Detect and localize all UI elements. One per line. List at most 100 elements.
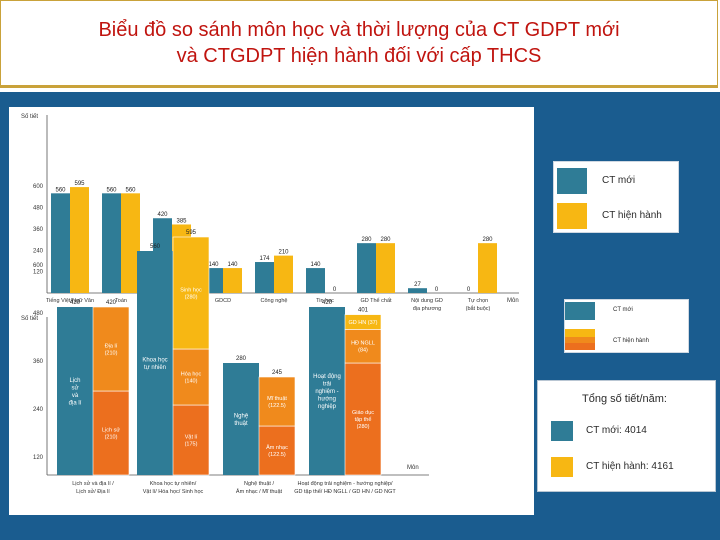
chart2-xlabel: Môn (407, 465, 419, 471)
chart2-segment-label: tập thể (355, 416, 372, 423)
chart2-total-label-hien-hanh: 420 (106, 300, 117, 306)
chart1-data-label: 280 (361, 237, 372, 243)
chart2-total-label-hien-hanh: 245 (272, 370, 283, 376)
slide-title-line1: Biểu đồ so sánh môn học và thời lượng củ… (98, 19, 620, 41)
chart2-bar-moi-label: địa lí (69, 400, 82, 406)
totals-moi: CT mới: 4014 (586, 425, 647, 436)
legend2-moi-label: CT mới (613, 307, 633, 313)
chart2-segment-label: (210) (105, 434, 118, 440)
chart2-bar-moi-label: Nghệ (234, 413, 249, 419)
chart1-data-label: 210 (278, 250, 289, 256)
chart2-bar-hien-hanh-segment (344, 362, 382, 476)
chart1-data-label: 27 (414, 282, 421, 288)
chart1-category-label: (bắt buộc) (466, 305, 491, 312)
chart2-bar-hien-hanh-segment (258, 376, 296, 427)
chart2-segment-label: Địa lí (105, 343, 118, 349)
legend-moi-swatch (557, 168, 587, 194)
chart2-total-label-hien-hanh: 595 (186, 230, 197, 236)
chart2-bar-moi-label: hướng (318, 397, 336, 403)
chart2-category-label: Lịch sử/ Địa lí (76, 488, 110, 495)
chart1-data-label: 280 (482, 237, 493, 243)
chart1-ytick: 240 (33, 248, 44, 254)
chart2-ytick: 120 (33, 455, 44, 461)
totals-box: Tổng số tiết/năm: CT mới: 4014 CT hiện h… (537, 380, 716, 492)
chart1-category-label: GD Thể chất (360, 297, 392, 304)
legend2-hh-swatch-1 (565, 329, 595, 337)
chart2-bar-moi-label: thuật (234, 421, 248, 427)
chart2-segment-label: Sinh học (180, 287, 202, 293)
chart1-data-label: 0 (467, 287, 471, 293)
chart2-segment-label: (140) (185, 378, 198, 384)
totals-hh-swatch (551, 457, 573, 477)
charts-svg: Số tiết Môn 600 480 360 240 120 560 595 Tiếng Việ… (21, 114, 519, 495)
chart1-ylabel: Số tiết (21, 114, 38, 120)
chart1-xlabel: Môn (507, 298, 519, 304)
chart1-data-label: 0 (333, 287, 337, 293)
chart1-bar-moi (102, 193, 121, 293)
chart2-bar-moi-label: tự nhiên (144, 365, 166, 371)
chart1-ytick: 480 (33, 206, 44, 212)
chart1-data-label: 595 (74, 181, 85, 187)
chart2-segment-label: GD HN (37) (348, 320, 377, 326)
chart1-data-label: 0 (435, 287, 439, 293)
chart1-bar-moi (408, 288, 427, 293)
chart1-data-label: 280 (380, 237, 391, 243)
chart2-category-label: Khoa học tự nhiên/ (150, 481, 197, 487)
chart1-category-label: GDCD (215, 298, 231, 304)
chart2-total-label-moi: 560 (150, 244, 161, 250)
legend2-hh-swatch-3 (565, 343, 595, 350)
chart2-segment-label: (280) (357, 424, 370, 430)
legend-moi-label: CT mới (602, 175, 636, 186)
chart2-segment-label: (280) (185, 294, 198, 300)
chart2-bar-moi (223, 363, 259, 475)
chart1-bar-hien-hanh (223, 268, 242, 293)
chart2-total-label-hien-hanh: 401 (358, 308, 369, 314)
chart2-category-label: Âm nhạc / Mĩ thuật (236, 488, 283, 495)
totals-moi-swatch (551, 421, 573, 441)
chart2-bar-moi-label: và (72, 393, 79, 399)
chart-panel: Số tiết Môn 600 480 360 240 120 560 595 Tiếng Việ… (9, 107, 534, 515)
chart2-total-label-moi: 280 (236, 356, 247, 362)
chart2-ytick: 480 (33, 311, 44, 317)
chart1-category-label: Nội dung GD (411, 298, 443, 304)
chart1-data-label: 560 (106, 187, 117, 193)
chart2-bar-moi-label: Hoạt động (313, 374, 341, 380)
chart1-bar-hien-hanh (376, 243, 395, 293)
chart2-bar-moi-label: sử (71, 384, 78, 391)
chart1-category-label: Toán (115, 298, 127, 304)
legend-hien-hanh-label: CT hiện hành (602, 210, 662, 221)
chart1-category-label: Công nghệ (261, 298, 288, 304)
chart1-bar-moi (306, 268, 325, 293)
chart1-data-label: 140 (208, 262, 219, 268)
legend2-hien-hanh-label: CT hiện hành (613, 338, 649, 344)
chart2-bar-hien-hanh-segment (172, 236, 210, 350)
chart2-segment-label: Mĩ thuật (267, 396, 287, 402)
chart2-segment-label: (175) (185, 441, 198, 447)
chart2-bar-hien-hanh-segment (92, 306, 130, 392)
chart2-bar-moi (137, 251, 173, 475)
chart2-category-label: Vật lí/ Hóa học/ Sinh học (143, 489, 204, 495)
legend-bottom: CT mới CT hiện hành (564, 299, 689, 353)
title-box: Biểu đồ so sánh môn học và thời lượng củ… (0, 0, 718, 88)
chart1-bar-moi (51, 193, 70, 293)
chart2-ytick: 360 (33, 359, 44, 365)
chart1-data-label: 385 (176, 218, 187, 224)
chart2-ylabel: Số tiết (21, 316, 38, 322)
chart2-segment-label: Lịch sử (102, 426, 120, 433)
chart2-segment-label: Hóa học (181, 371, 202, 377)
legend2-hh-swatch-2 (565, 337, 595, 343)
totals-title: Tổng số tiết/năm: (582, 393, 667, 405)
chart1-bar-hien-hanh (121, 193, 140, 293)
chart1-bar-moi (357, 243, 376, 293)
chart2-category-label: Nghệ thuật / (244, 481, 274, 487)
chart1-data-label: 140 (227, 262, 238, 268)
chart1-ytick: 120 (33, 270, 44, 276)
chart1-ytick: 600 (33, 184, 44, 190)
slide-title-line2: và CTGDPT hiện hành đối với cấp THCS (176, 45, 542, 67)
chart1-bar-hien-hanh (70, 187, 89, 293)
chart2-segment-label: Âm nhạc (266, 444, 288, 451)
chart2-bar-hien-hanh-segment (258, 425, 296, 476)
chart1-data-label: 174 (259, 256, 270, 262)
chart2-bar-hien-hanh-segment (344, 314, 382, 330)
chart1-data-label: 420 (157, 212, 168, 218)
